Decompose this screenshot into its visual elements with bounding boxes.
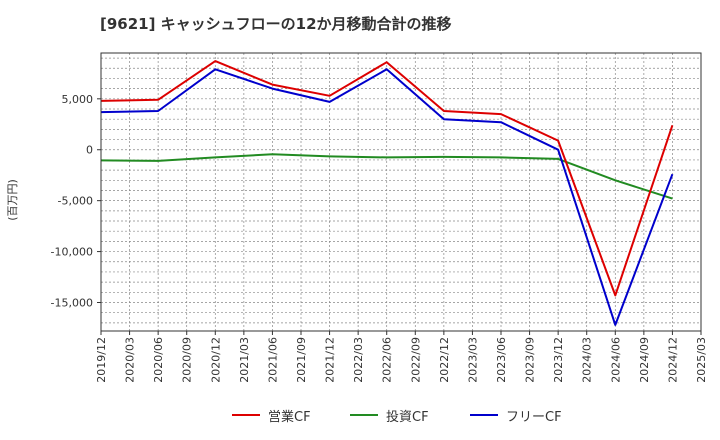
y-tick-label: -10,000 (51, 246, 93, 259)
y-tick-label: -15,000 (51, 296, 93, 309)
legend-swatch (470, 414, 498, 416)
x-tick-label: 2021/06 (266, 337, 279, 383)
x-tick-label: 2023/03 (466, 337, 479, 383)
chart-title: [9621] キャッシュフローの12か月移動合計の推移 (100, 15, 452, 33)
x-tick-label: 2024/09 (638, 337, 651, 383)
x-tick-label: 2021/03 (238, 337, 251, 383)
x-tick-label: 2020/06 (152, 337, 165, 383)
legend-item: 営業CF (232, 404, 311, 426)
grid-lines (101, 53, 701, 331)
plot-frame (100, 52, 702, 332)
x-tick-label: 2021/12 (324, 337, 337, 383)
series-line-2 (100, 68, 674, 326)
y-axis-label: (百万円) (6, 179, 19, 221)
y-tick-label: 0 (86, 144, 93, 157)
x-tick-label: 2022/06 (381, 337, 394, 383)
y-tick-label: 5,000 (62, 93, 94, 106)
x-tick-label: 2024/12 (666, 337, 679, 383)
legend-swatch (350, 414, 378, 416)
x-tick-label: 2022/03 (352, 337, 365, 383)
x-tick-label: 2024/06 (609, 337, 622, 383)
legend-label: 営業CF (268, 409, 311, 425)
x-tick-label: 2020/03 (124, 337, 137, 383)
x-tick-label: 2020/09 (181, 337, 194, 383)
x-tick-labels: 2019/12 2020/03 2020/06 2020/09 2020/12 2021/… (95, 331, 708, 383)
x-tick-label: 2020/12 (209, 337, 222, 383)
x-tick-label: 2022/09 (409, 337, 422, 383)
x-tick-label: 2023/09 (524, 337, 537, 383)
series-lines (100, 60, 674, 326)
legend-item: 投資CF (350, 404, 429, 426)
x-tick-label: 2021/09 (295, 337, 308, 383)
x-tick-label: 2024/03 (581, 337, 594, 383)
legend: 営業CF 投資CF フリーCF (0, 404, 720, 426)
series-line-1 (100, 153, 673, 200)
x-tick-label: 2019/12 (95, 337, 108, 383)
legend-label: フリーCF (506, 409, 562, 425)
y-tick-label: -5,000 (58, 195, 93, 208)
x-tick-label: 2023/12 (552, 337, 565, 383)
x-tick-label: 2023/06 (495, 337, 508, 383)
series-line-0 (100, 60, 674, 297)
x-tick-label: 2022/12 (438, 337, 451, 383)
y-tick-labels: 5,000 0 -5,000 -10,000 -15,000 (51, 93, 101, 309)
x-tick-label: 2025/03 (695, 337, 708, 383)
legend-item: フリーCF (470, 404, 562, 426)
legend-swatch (232, 414, 260, 416)
legend-label: 投資CF (386, 409, 429, 425)
